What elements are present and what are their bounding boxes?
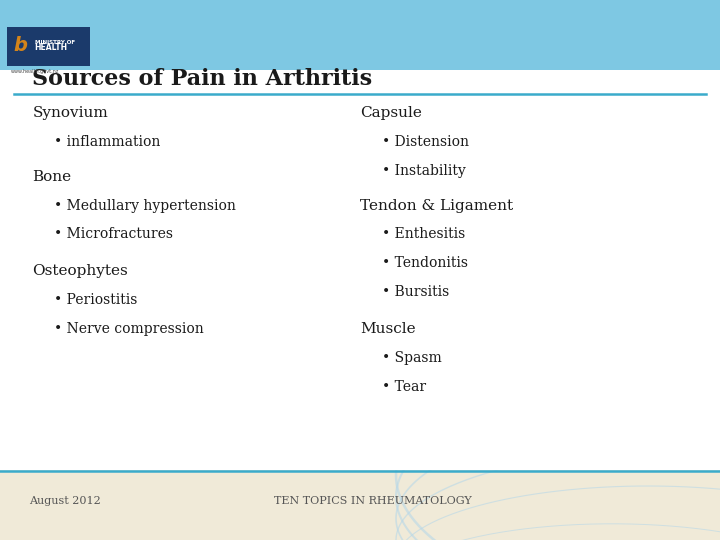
Text: TEN TOPICS IN RHEUMATOLOGY: TEN TOPICS IN RHEUMATOLOGY [274, 496, 472, 506]
Text: Tendon & Ligament: Tendon & Ligament [360, 199, 513, 213]
Text: • Enthesitis: • Enthesitis [382, 227, 465, 241]
Text: b: b [13, 36, 27, 55]
Text: Synovium: Synovium [32, 106, 108, 120]
Bar [0, 68, 720, 470]
Text: • Microfractures: • Microfractures [54, 227, 173, 241]
Text: • Nerve compression: • Nerve compression [54, 322, 204, 336]
Bar [7, 27, 90, 66]
Text: • Tear: • Tear [382, 380, 426, 394]
Text: • Tendonitis: • Tendonitis [382, 256, 467, 270]
Text: Bone: Bone [32, 170, 71, 184]
Text: • Distension: • Distension [382, 135, 469, 149]
Text: Sources of Pain in Arthritis: Sources of Pain in Arthritis [32, 69, 372, 90]
Text: HEALTH: HEALTH [35, 43, 68, 52]
Bar [0, 0, 720, 70]
Text: • Instability: • Instability [382, 164, 465, 178]
Text: • Spasm: • Spasm [382, 351, 441, 365]
Text: Capsule: Capsule [360, 106, 422, 120]
Text: • Medullary hypertension: • Medullary hypertension [54, 199, 236, 213]
Text: • inflammation: • inflammation [54, 135, 161, 149]
Text: Osteophytes: Osteophytes [32, 264, 128, 278]
Text: • Periostitis: • Periostitis [54, 293, 138, 307]
Text: www.health.govt.nz: www.health.govt.nz [11, 69, 59, 74]
Text: • Bursitis: • Bursitis [382, 285, 449, 299]
Text: August 2012: August 2012 [29, 496, 101, 506]
Text: MINISTRY OF: MINISTRY OF [35, 39, 75, 45]
Text: Muscle: Muscle [360, 322, 415, 336]
